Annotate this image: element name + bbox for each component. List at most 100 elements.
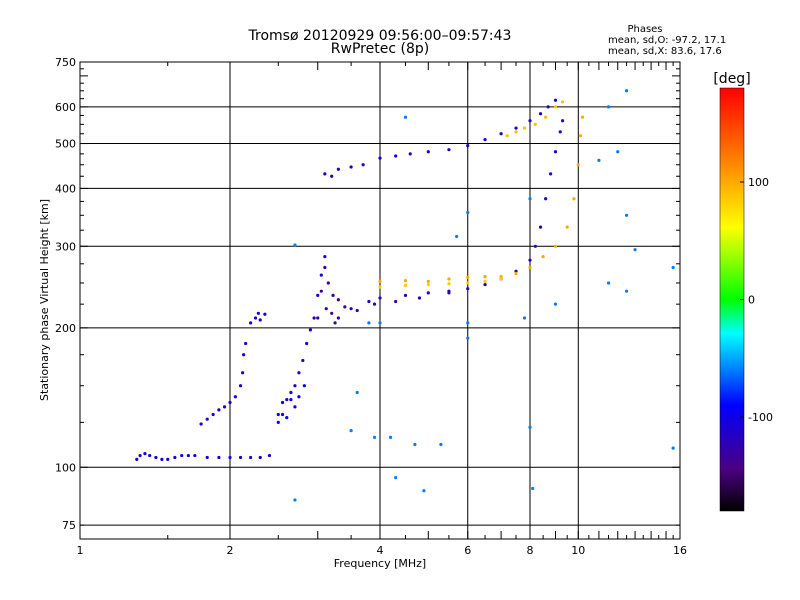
y-axis-label: Stationary phase Virtual Height [km]	[38, 199, 51, 401]
data-point	[544, 115, 548, 119]
data-point	[538, 112, 543, 116]
data-point	[199, 422, 203, 426]
data-point	[403, 293, 408, 298]
data-point	[553, 98, 558, 102]
data-point	[333, 321, 337, 325]
data-point	[293, 405, 297, 409]
data-point	[616, 150, 620, 154]
data-point	[553, 150, 558, 154]
data-point	[361, 163, 365, 167]
data-point	[624, 289, 629, 293]
data-point	[326, 281, 330, 285]
data-point	[355, 390, 359, 395]
data-point	[447, 277, 451, 281]
data-point	[242, 353, 246, 357]
data-point	[293, 498, 297, 502]
data-point	[439, 442, 443, 447]
data-point	[528, 119, 532, 123]
data-point	[217, 408, 221, 412]
data-point	[447, 282, 451, 286]
data-point	[403, 115, 408, 119]
data-point	[578, 134, 583, 138]
data-point	[633, 248, 637, 252]
data-point	[549, 172, 553, 176]
data-point	[355, 308, 359, 313]
data-point	[394, 154, 398, 158]
data-point	[528, 197, 532, 201]
data-point	[263, 312, 267, 316]
data-point	[367, 299, 371, 304]
data-point	[186, 453, 190, 458]
data-point	[394, 299, 398, 304]
data-point	[166, 457, 170, 461]
data-point	[285, 397, 289, 402]
x-tick-label: 4	[377, 544, 384, 557]
y-tick-label: 500	[55, 138, 76, 151]
data-point	[426, 291, 430, 295]
data-point	[533, 244, 537, 248]
data-point	[553, 244, 558, 248]
data-point	[522, 126, 527, 130]
data-point	[560, 119, 565, 123]
data-point	[522, 316, 527, 320]
data-point	[343, 305, 347, 309]
data-point	[280, 400, 285, 405]
data-point	[241, 371, 245, 375]
data-point	[544, 197, 548, 201]
data-point	[426, 150, 430, 154]
data-point	[528, 258, 532, 262]
data-point	[483, 282, 487, 287]
data-point	[447, 148, 451, 152]
data-point	[305, 341, 309, 346]
data-point	[148, 453, 152, 458]
data-point	[308, 328, 313, 332]
x-tick-labels: 1 2 4 6 8 10 16	[77, 544, 688, 557]
data-point	[228, 455, 232, 460]
data-point	[160, 457, 164, 461]
data-point	[403, 283, 408, 287]
data-point	[541, 255, 545, 259]
data-point	[466, 336, 470, 340]
data-point	[143, 452, 147, 456]
data-point	[211, 412, 215, 417]
data-point	[553, 105, 558, 109]
data-point	[297, 371, 301, 375]
data-point	[597, 158, 601, 162]
data-point	[205, 417, 209, 421]
data-point	[301, 358, 305, 363]
data-point	[565, 225, 569, 229]
data-point	[528, 265, 532, 270]
data-point	[249, 455, 253, 460]
data-point	[293, 384, 297, 388]
data-point	[408, 152, 412, 156]
data-point	[413, 442, 417, 447]
data-point	[135, 457, 139, 461]
data-point	[372, 302, 377, 306]
data-point	[205, 455, 209, 460]
data-point	[228, 400, 232, 405]
data-point	[276, 412, 280, 417]
data-point	[316, 293, 320, 298]
data-point	[505, 134, 509, 138]
stats-o-line: mean, sd,O: -97.2, 17.1	[608, 35, 726, 46]
chart-title: Tromsø 20120929 09:56:00–09:57:43	[248, 28, 512, 44]
data-point	[576, 163, 580, 167]
data-point	[671, 265, 675, 270]
data-point	[378, 321, 382, 325]
colorbar-label: [deg]	[713, 71, 750, 87]
data-point	[336, 167, 340, 171]
x-tick-label: 10	[571, 544, 585, 557]
data-point	[624, 213, 629, 217]
data-point	[285, 416, 289, 420]
data-point	[316, 316, 320, 320]
data-point	[289, 397, 293, 402]
data-point	[258, 318, 262, 322]
stats-heading: Phases	[627, 24, 662, 35]
data-point	[388, 435, 393, 440]
y-tick-label: 100	[55, 461, 76, 474]
y-tick-label: 400	[55, 182, 76, 195]
data-point	[193, 453, 197, 458]
data-point	[572, 197, 576, 201]
data-point	[514, 271, 518, 276]
